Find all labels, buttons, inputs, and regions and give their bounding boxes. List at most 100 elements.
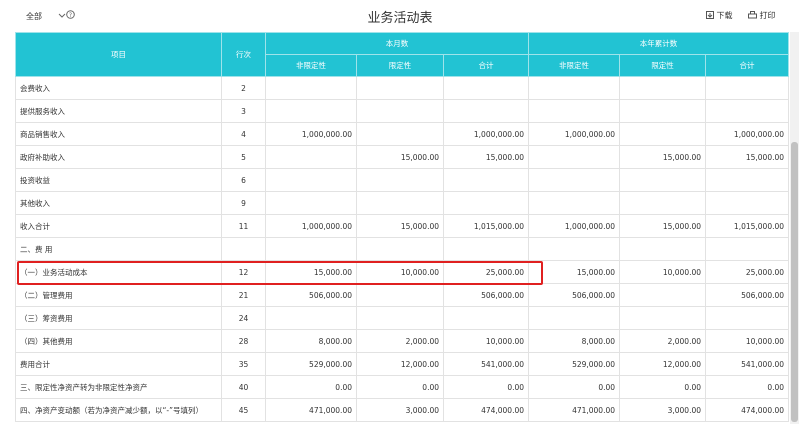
header-cell: 限定性 [356, 54, 444, 77]
table-cell: 6 [221, 168, 266, 192]
table-row: 费用合计 35 529,000.00 12,000.00 541,000.00 529,0… [15, 352, 790, 376]
table-cell [528, 99, 621, 123]
table-cell: 提供服务收入 [15, 99, 222, 123]
chevron-icon [58, 13, 66, 18]
table-cell: 474,000.00 [705, 398, 790, 422]
filter-select[interactable]: 全部 [14, 8, 74, 24]
table-cell: 15,000.00 [619, 214, 707, 238]
table-cell [356, 122, 444, 146]
table-cell: （四）其他费用 [15, 329, 222, 353]
table-cell: 3,000.00 [356, 398, 444, 422]
table-cell [705, 168, 790, 192]
print-button[interactable]: 打印 [748, 10, 776, 21]
header-cell: 本年累计数 [528, 32, 790, 55]
table-cell: 28 [221, 329, 266, 353]
table-cell: 471,000.00 [528, 398, 621, 422]
table-cell: 506,000.00 [705, 283, 790, 307]
table-cell: 1,015,000.00 [442, 214, 530, 238]
table-cell [356, 191, 444, 215]
table-cell [356, 283, 444, 307]
table-cell [265, 76, 357, 100]
table-cell [619, 283, 707, 307]
table-cell [356, 76, 444, 100]
table-cell: 506,000.00 [265, 283, 357, 307]
table-cell [705, 191, 790, 215]
table-cell [265, 237, 357, 261]
table-cell: 529,000.00 [528, 352, 621, 376]
table-cell [442, 306, 530, 330]
table-cell: 541,000.00 [705, 352, 790, 376]
table-cell [265, 306, 357, 330]
page-title: 业务活动表 [367, 11, 433, 26]
filter-text: 全部 [26, 12, 42, 21]
table-cell: 15,000.00 [356, 214, 444, 238]
print-text: 打印 [759, 11, 776, 20]
table-cell: 24 [221, 306, 266, 330]
table-cell [356, 306, 444, 330]
table-cell: 商品销售收入 [15, 122, 222, 146]
scrollbar[interactable] [790, 32, 799, 424]
help-icon[interactable]: ? [66, 10, 75, 19]
table-cell: 1,000,000.00 [705, 122, 790, 146]
table-cell: 0.00 [356, 375, 444, 399]
table-cell: 11 [221, 214, 266, 238]
table-cell: 15,000.00 [705, 145, 790, 169]
table-row: （二）管理费用 21 506,000.00 506,000.00 506,000.00 5… [15, 283, 790, 307]
header-cell: 本月数 [264, 32, 530, 55]
table-cell: 4 [221, 122, 266, 146]
table-cell: 529,000.00 [265, 352, 357, 376]
table-cell: 3,000.00 [619, 398, 707, 422]
table-row: 商品销售收入 4 1,000,000.00 1,000,000.00 1,000,000… [15, 122, 790, 146]
table-cell [442, 168, 530, 192]
table-cell: 0.00 [442, 375, 530, 399]
table-cell: 15,000.00 [528, 260, 621, 284]
table-cell: 1,000,000.00 [528, 214, 621, 238]
table-cell [619, 168, 707, 192]
download-text: 下载 [716, 11, 733, 20]
table-row: 四、净资产变动额（若为净资产减少额，以“-”号填列） 45 471,000.00 3,… [15, 398, 790, 422]
table-cell: 506,000.00 [442, 283, 530, 307]
download-button[interactable]: 下载 [706, 10, 733, 21]
table-cell: 1,015,000.00 [705, 214, 790, 238]
table-cell [528, 306, 621, 330]
table-cell: 会费收入 [15, 76, 222, 100]
table-cell: 1,000,000.00 [442, 122, 530, 146]
table-cell: 二、费 用 [15, 237, 222, 261]
table-row: 二、费 用 [15, 237, 790, 261]
header-cell: 限定性 [619, 54, 707, 77]
table-cell: 45 [221, 398, 266, 422]
table-cell [356, 99, 444, 123]
table-cell [619, 76, 707, 100]
table-cell: 35 [221, 352, 266, 376]
table-cell [528, 145, 621, 169]
header-cell: 非限定性 [528, 54, 621, 77]
table-cell: 3 [221, 99, 266, 123]
table-row: 三、限定性净资产转为非限定性净资产 40 0.00 0.00 0.00 0.00 0.00 0… [15, 375, 790, 399]
highlight-box [17, 261, 543, 285]
header-cell: 行次 [221, 32, 266, 77]
table-cell [265, 168, 357, 192]
scrollbar-thumb[interactable] [791, 142, 798, 422]
table-cell [619, 122, 707, 146]
table-cell: 四、净资产变动额（若为净资产减少额，以“-”号填列） [15, 398, 222, 422]
table-cell [705, 237, 790, 261]
table-cell: 0.00 [619, 375, 707, 399]
table-cell [265, 191, 357, 215]
table-row: （三）筹资费用 24 [15, 306, 790, 330]
table-cell [619, 99, 707, 123]
table-cell: 40 [221, 375, 266, 399]
table-cell [442, 237, 530, 261]
print-icon [748, 11, 757, 19]
table-cell [356, 168, 444, 192]
table-row: 其他收入 9 [15, 191, 790, 215]
header-cell: 合计 [442, 54, 530, 77]
table-cell: 10,000.00 [356, 260, 444, 284]
table-cell: 0.00 [528, 375, 621, 399]
svg-text:?: ? [69, 12, 72, 19]
header-cell: 项目 [15, 32, 222, 77]
table-cell [528, 168, 621, 192]
table-row: 政府补助收入 5 15,000.00 15,000.00 15,000.00 15,000… [15, 145, 790, 169]
table-cell [705, 76, 790, 100]
table-cell: 三、限定性净资产转为非限定性净资产 [15, 375, 222, 399]
table-cell: 541,000.00 [442, 352, 530, 376]
